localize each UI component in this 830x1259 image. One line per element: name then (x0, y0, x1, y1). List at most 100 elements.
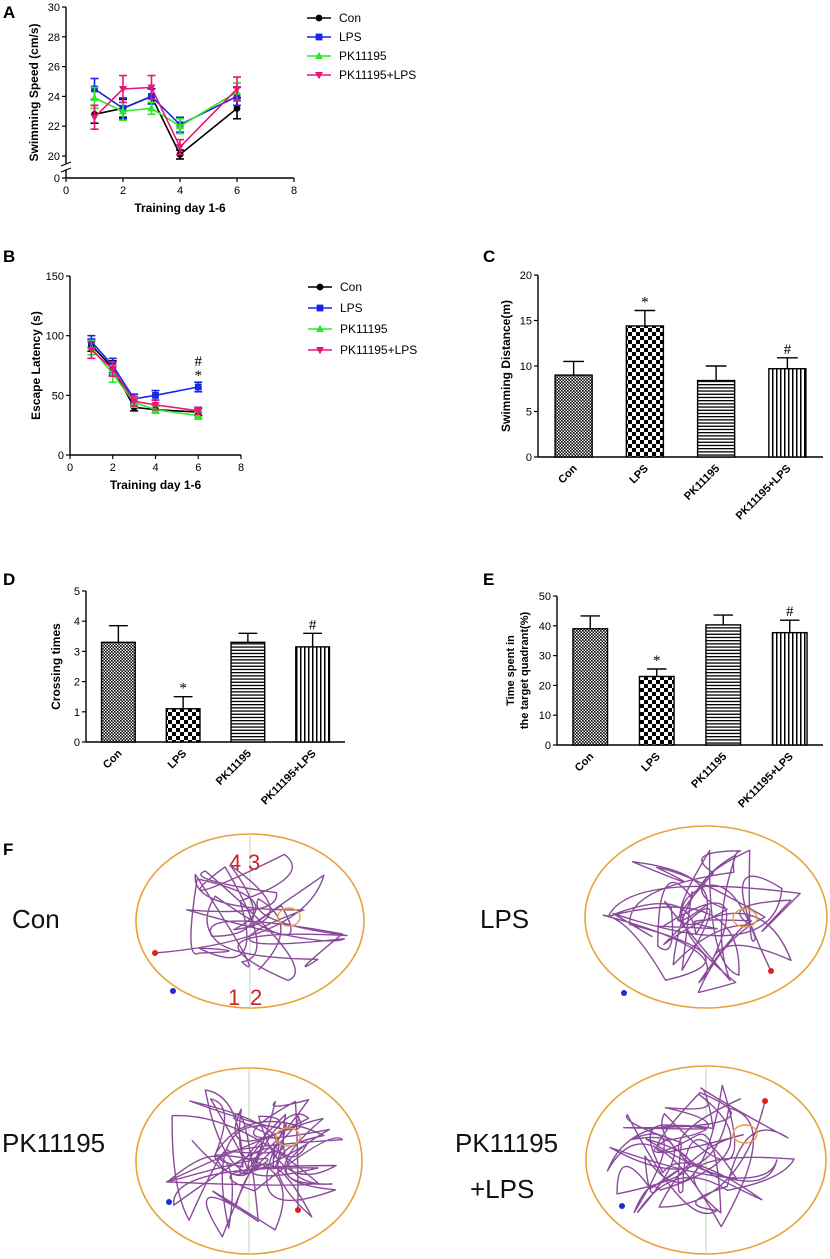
data-point (147, 84, 156, 92)
x-axis-title: Training day 1-6 (110, 478, 202, 492)
start-point (768, 968, 774, 974)
data-point (233, 85, 241, 94)
category-label: PK11195 (214, 748, 254, 788)
y-tick-label: 30 (539, 651, 551, 663)
maze-pool-con: 4 3 1 2 (135, 833, 365, 1010)
data-point (151, 401, 160, 410)
y-tick-label: 10 (539, 710, 551, 722)
category-label: PK11195+LPS (734, 463, 794, 523)
y-tick-label: 4 (74, 616, 80, 628)
y-axis-title: the target quadrant(%) (519, 611, 531, 729)
legend-label: PK11195 (339, 49, 387, 63)
x-tick-label: 6 (234, 185, 240, 197)
category-label: PK11195+LPS (736, 751, 796, 811)
category-label: LPS (166, 748, 190, 772)
end-point (619, 1203, 625, 1209)
y-tick-label: 1 (74, 707, 80, 719)
swim-path (154, 853, 348, 982)
y-tick-label: 15 (520, 316, 532, 328)
y-tick-label: 24 (48, 91, 60, 103)
bar-con (554, 374, 593, 458)
panel-label-b: B (3, 247, 15, 266)
y-tick-label: 0 (54, 173, 60, 185)
category-label: LPS (639, 751, 663, 775)
swim-trajectory (165, 1089, 343, 1238)
significance-mark: # (309, 617, 317, 633)
legend-marker (316, 347, 324, 355)
y-tick-label: 0 (74, 737, 80, 749)
axis-break-mark (60, 161, 72, 167)
category-label: Con (556, 462, 580, 486)
legend-label: LPS (340, 301, 363, 315)
y-tick-label: 0 (545, 740, 551, 752)
bar-lps (165, 708, 201, 743)
bar-con (572, 628, 609, 746)
category-label: PK11195 (689, 751, 729, 791)
data-point (87, 346, 96, 355)
significance-mark: # (784, 342, 792, 358)
y-axis-title: Swimming Distance(m) (499, 300, 513, 432)
end-point (621, 990, 627, 996)
maze-label-lps: LPS (480, 904, 529, 934)
maze-pool-pk11195 (135, 1067, 363, 1255)
significance-mark: * (179, 681, 187, 697)
x-tick-label: 2 (120, 185, 126, 197)
data-point (130, 398, 139, 406)
panel-e-target-quadrant-time: 0 10 20 30 40 50 Con * LPS PK11195 # PK11195+LPS Tim… (505, 591, 823, 810)
y-axis-title: Escape Latency (s) (29, 311, 43, 420)
swim-path (165, 1089, 343, 1238)
panel-label-d: D (3, 570, 15, 589)
panel-b-escape-latency: 0 2 4 6 8 0 50 100 150 Training day 1-6 Escape Lat… (29, 271, 244, 492)
bar-pk11195-lps (295, 646, 331, 743)
y-tick-label: 100 (46, 331, 64, 343)
bar-pk11195 (696, 379, 736, 458)
y-tick-label: 40 (539, 621, 551, 633)
start-point (762, 1098, 768, 1104)
legend-marker (316, 304, 324, 312)
y-tick-label: 20 (520, 270, 532, 282)
swim-trajectory (602, 849, 801, 994)
panel-label-c: C (483, 247, 495, 266)
bar-lps (625, 325, 665, 458)
x-tick-label: 4 (152, 462, 158, 474)
legend-label: PK11195 (340, 322, 388, 336)
platform-circle (732, 1124, 758, 1144)
axis-break-gap (62, 164, 70, 170)
data-point (194, 383, 202, 391)
x-tick-label: 4 (177, 185, 183, 197)
legend-marker (315, 51, 323, 59)
data-point (147, 104, 156, 112)
x-tick-label: 0 (67, 462, 73, 474)
end-point (166, 1199, 172, 1205)
legend-marker (315, 33, 323, 41)
maze-pool-pk11195-lps (585, 1065, 827, 1255)
start-point (295, 1207, 301, 1213)
platform-circle (277, 907, 301, 927)
data-point (108, 366, 117, 374)
y-tick-label: 50 (539, 591, 551, 603)
axis-break-mark (60, 167, 72, 173)
panel-label-a: A (3, 3, 15, 22)
category-label: Con (101, 747, 125, 771)
category-label: PK11195 (682, 463, 722, 503)
series-line-con (90, 344, 199, 413)
panel-d-crossing-times: 0 1 2 3 4 5 Con * LPS PK11195 # PK11195+LPS Crossing… (49, 586, 345, 807)
y-tick-label: 10 (520, 361, 532, 373)
significance-mark: * (641, 294, 649, 310)
y-tick-label: 2 (74, 677, 80, 689)
start-point (152, 950, 158, 956)
swim-trajectory (154, 853, 348, 982)
bar-pk11195 (230, 641, 266, 743)
panel-a-legend: Con LPS PK11195 PK11195+LPS (307, 11, 416, 82)
legend-marker (316, 283, 324, 291)
data-point (176, 122, 184, 130)
legend-label: PK11195+LPS (340, 343, 417, 357)
panel-label-e: E (483, 570, 494, 589)
annotation-hash: # (195, 354, 203, 370)
legend-label: LPS (339, 30, 362, 44)
bar-pk11195-lps (768, 368, 807, 458)
data-point (90, 93, 99, 101)
legend-marker (316, 324, 324, 332)
y-tick-label: 26 (48, 62, 60, 74)
maze-pool-lps (584, 825, 828, 1009)
